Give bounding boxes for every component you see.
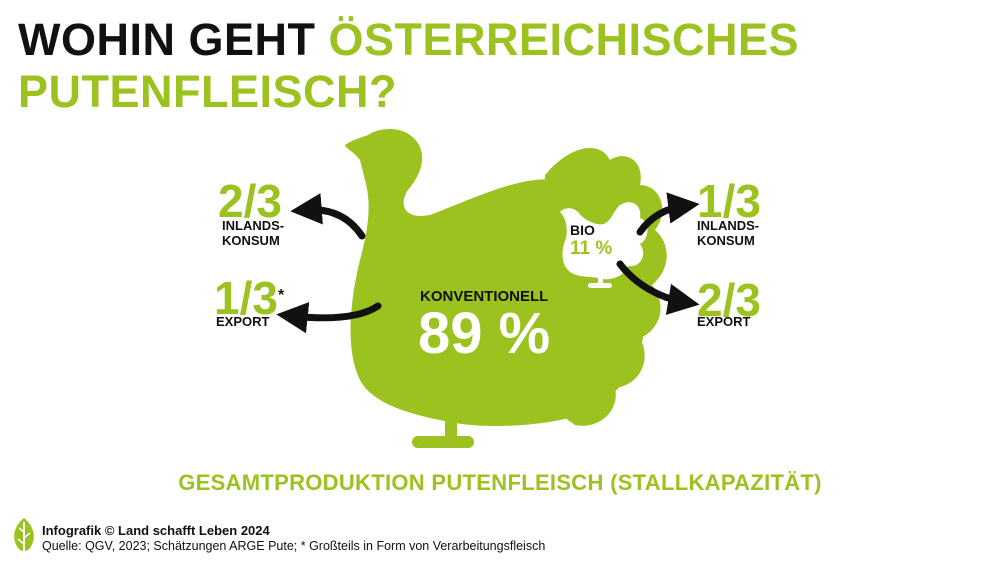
asterisk: *: [277, 287, 285, 304]
bio-turkey-silhouette: [560, 202, 648, 288]
arrow-right-export: [616, 260, 700, 315]
bio-value: 11 %: [570, 238, 613, 259]
leaf-logo-icon: [14, 518, 34, 554]
diagram-caption: GESAMTPRODUKTION PUTENFLEISCH (STALLKAPA…: [178, 470, 822, 495]
left-domestic-label: INLANDS- KONSUM: [222, 218, 284, 248]
left-domestic-label-line2: KONSUM: [222, 233, 280, 248]
arrow-left-export: [276, 301, 382, 334]
right-domestic-label: INLANDS- KONSUM: [697, 218, 759, 248]
left-export-label: EXPORT: [216, 314, 270, 329]
right-domestic-label-line2: KONSUM: [697, 233, 755, 248]
left-domestic-label-line1: INLANDS-: [222, 218, 285, 233]
left-export-fraction-value: 1/3: [214, 272, 278, 324]
title-part2: ÖSTERREICHISCHES: [328, 14, 800, 65]
left-domestic-fraction: 2/3: [218, 175, 282, 227]
right-domestic-label-line1: INLANDS-: [697, 218, 760, 233]
conventional-value: 89 %: [418, 301, 551, 366]
right-export-fraction: 2/3: [697, 274, 761, 326]
conventional-label: KONVENTIONELL: [420, 288, 549, 305]
title-line2: PUTENFLEISCH?: [18, 66, 398, 117]
footer-source: Quelle: QGV, 2023; Schätzungen ARGE Pute…: [42, 539, 546, 553]
footer-credit: Infografik © Land schafft Leben 2024: [42, 523, 270, 538]
bio-label: BIO: [570, 222, 595, 238]
page-title: WOHIN GEHT ÖSTERREICHISCHES PUTENFLEISCH…: [18, 14, 799, 118]
arrow-left-domestic: [290, 193, 366, 240]
title-part1: WOHIN GEHT: [18, 14, 329, 65]
right-domestic-fraction: 1/3: [697, 175, 761, 227]
arrow-right-domestic: [636, 192, 700, 236]
left-export-fraction: 1/3*: [214, 275, 284, 321]
right-export-label: EXPORT: [697, 314, 751, 329]
